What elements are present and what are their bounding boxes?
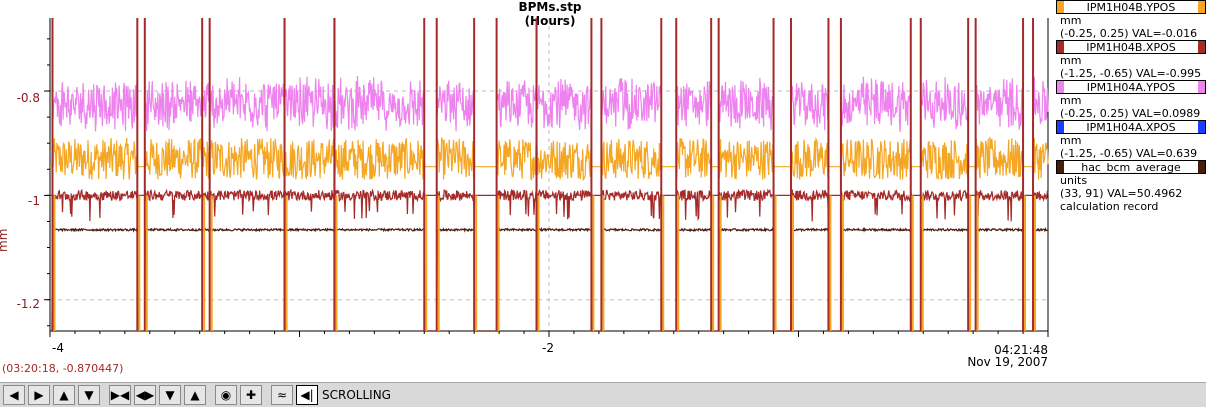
- y-axis-title: mm: [0, 228, 10, 252]
- legend-name-box[interactable]: hac_bcm_average: [1056, 160, 1206, 174]
- legend-unit: mm: [1060, 94, 1082, 107]
- legend-entry[interactable]: IPM1H04B.XPOS mm (-1.25, -0.65) VAL=-0.9…: [1054, 40, 1206, 80]
- series-line-ipm1h04b-ypos: [50, 135, 1049, 181]
- legend-range: (-1.25, -0.65) VAL=0.639: [1060, 147, 1198, 160]
- legend-unit: units: [1060, 174, 1088, 187]
- series-line-hac-bcm-average: [50, 226, 1048, 332]
- legend-swatch: [1198, 41, 1205, 53]
- legend-series-name: IPM1H04A.XPOS: [1086, 120, 1176, 134]
- zoom-in-y-icon[interactable]: ▼: [159, 385, 181, 405]
- legend-swatch: [1198, 1, 1205, 13]
- series-line-ipm1h04a-ypos: [920, 77, 969, 130]
- legend-series-name: IPM1H04B.YPOS: [1086, 0, 1176, 14]
- date-label: Nov 19, 2007: [967, 355, 1048, 369]
- legend-unit: mm: [1060, 134, 1082, 147]
- series-line-ipm1h04b-xpos: [50, 188, 1049, 222]
- y-tick-label: -1.2: [16, 297, 40, 311]
- legend-swatch: [1198, 81, 1205, 93]
- series-line-ipm1h04a-ypos: [1033, 76, 1049, 124]
- time-label: 04:21:48: [994, 343, 1048, 357]
- crosshair-icon[interactable]: ✚: [240, 385, 262, 405]
- toolbar: ◀ ▶ ▲ ▼ ▶◀ ◀▶ ▼ ▲ ◉ ✚ ≈ ◀| SCROLLING: [0, 382, 1206, 407]
- legend: IPM1H04B.YPOS mm (-0.25, 0.25) VAL=-0.01…: [1054, 0, 1206, 213]
- scrolling-mode-label: SCROLLING: [322, 388, 391, 402]
- legend-swatch: [1057, 121, 1064, 133]
- legend-extra: calculation record: [1060, 200, 1159, 213]
- legend-swatch: [1057, 1, 1064, 13]
- legend-name-box[interactable]: IPM1H04B.XPOS: [1056, 40, 1206, 54]
- series-line-ipm1h04a-ypos: [791, 82, 829, 131]
- cursor-readout: (03:20:18, -0.870447): [2, 362, 124, 375]
- arrow-down-icon[interactable]: ▼: [78, 385, 100, 405]
- legend-swatch: [1057, 161, 1064, 173]
- arrow-right-icon[interactable]: ▶: [28, 385, 50, 405]
- chart-title: BPMs.stp: [518, 0, 582, 14]
- series-line-ipm1h04a-ypos: [496, 78, 592, 130]
- x-tick-label: -2: [542, 341, 554, 355]
- legend-name-box[interactable]: IPM1H04A.XPOS: [1056, 120, 1206, 134]
- legend-entry[interactable]: IPM1H04B.YPOS mm (-0.25, 0.25) VAL=-0.01…: [1054, 0, 1206, 40]
- scroll-end-icon[interactable]: ◀|: [296, 385, 318, 405]
- series-line-ipm1h04a-ypos: [975, 78, 1024, 130]
- series-line-ipm1h04a-ypos: [718, 77, 774, 131]
- legend-swatch: [1057, 81, 1064, 93]
- series-line-ipm1h04a-ypos: [436, 80, 475, 132]
- zoom-in-x-icon[interactable]: ▶◀: [109, 385, 131, 405]
- y-tick-label: -1: [28, 194, 40, 208]
- legend-swatch: [1198, 161, 1205, 173]
- legend-range: (-1.25, -0.65) VAL=-0.995: [1060, 67, 1202, 80]
- x-tick-label: -4: [52, 341, 64, 355]
- legend-name-box[interactable]: IPM1H04A.YPOS: [1056, 80, 1206, 94]
- y-tick-label: -0.8: [16, 91, 40, 105]
- zoom-out-y-icon[interactable]: ▲: [184, 385, 206, 405]
- legend-series-name: hac_bcm_average: [1081, 160, 1181, 174]
- legend-unit: mm: [1060, 54, 1082, 67]
- series-line-ipm1h04a-ypos: [840, 76, 912, 132]
- legend-range: (-0.25, 0.25) VAL=-0.016: [1060, 27, 1198, 40]
- series-line-ipm1h04a-ypos: [676, 81, 712, 127]
- legend-series-name: IPM1H04A.YPOS: [1086, 80, 1176, 94]
- legend-series-name: IPM1H04B.XPOS: [1086, 40, 1176, 54]
- legend-swatch: [1198, 121, 1205, 133]
- legend-unit: mm: [1060, 14, 1082, 27]
- legend-range: (-0.25, 0.25) VAL=0.0989: [1060, 107, 1201, 120]
- chart-plot-area[interactable]: [0, 0, 1206, 382]
- series-line-ipm1h04a-ypos: [601, 77, 662, 130]
- legend-entry[interactable]: IPM1H04A.XPOS mm (-1.25, -0.65) VAL=0.63…: [1054, 120, 1206, 160]
- legend-name-box[interactable]: IPM1H04B.YPOS: [1056, 0, 1206, 14]
- arrow-up-icon[interactable]: ▲: [53, 385, 75, 405]
- autoscale-icon[interactable]: ≈: [271, 385, 293, 405]
- center-icon[interactable]: ◉: [215, 385, 237, 405]
- legend-range: (33, 91) VAL=50.4962: [1060, 187, 1183, 200]
- legend-entry[interactable]: hac_bcm_average units (33, 91) VAL=50.49…: [1054, 160, 1206, 213]
- arrow-left-icon[interactable]: ◀: [3, 385, 25, 405]
- legend-swatch: [1057, 41, 1064, 53]
- series-line-ipm1h04a-ypos: [51, 82, 138, 132]
- zoom-out-x-icon[interactable]: ◀▶: [134, 385, 156, 405]
- legend-entry[interactable]: IPM1H04A.YPOS mm (-0.25, 0.25) VAL=0.098…: [1054, 80, 1206, 120]
